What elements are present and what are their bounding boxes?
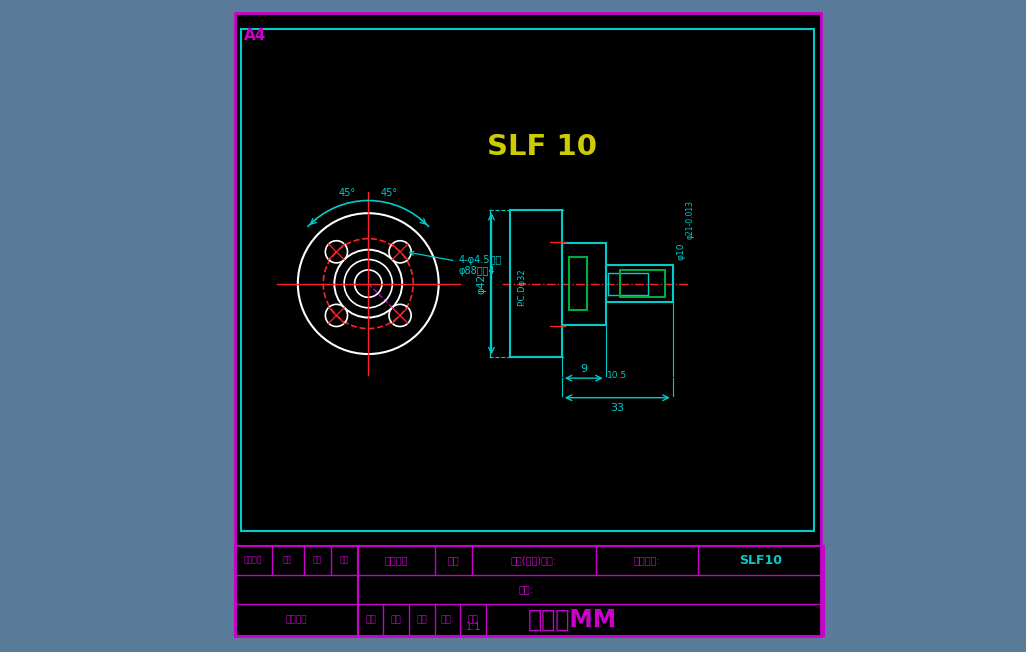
Text: 10.5: 10.5: [607, 371, 627, 380]
Text: P.C.Dφ32: P.C.Dφ32: [517, 268, 526, 306]
Text: 45°: 45°: [339, 188, 356, 198]
Text: SLF 10: SLF 10: [487, 133, 597, 160]
Bar: [562, 243, 605, 325]
Bar: [569, 257, 587, 310]
Text: 设计: 设计: [391, 615, 401, 625]
Text: 日期: 日期: [313, 556, 322, 565]
Bar: [510, 210, 562, 357]
Text: 签名: 签名: [340, 556, 349, 565]
Bar: [620, 270, 665, 297]
Text: 45°: 45°: [381, 188, 398, 198]
Text: 1:1: 1:1: [466, 622, 481, 632]
Text: φ10: φ10: [677, 243, 685, 260]
Bar: [608, 273, 648, 295]
Text: 次数: 次数: [283, 556, 292, 565]
Text: 9: 9: [580, 364, 587, 374]
Text: 4-φ4.5均布
φ88均布4: 4-φ4.5均布 φ88均布4: [409, 251, 502, 276]
Text: 规范.: 规范.: [441, 615, 455, 625]
Text: φ21-0.013: φ21-0.013: [685, 200, 695, 239]
Text: 单位：MM: 单位：MM: [527, 608, 617, 632]
Text: 数量(单台)型号:: 数量(单台)型号:: [511, 555, 557, 565]
Text: 审核: 审核: [417, 615, 427, 625]
Text: 材料:: 材料:: [518, 584, 534, 595]
Bar: [241, 29, 814, 531]
Text: 绘图: 绘图: [365, 615, 376, 625]
Text: 更改标记: 更改标记: [244, 556, 263, 565]
Text: 客户确认: 客户确认: [285, 615, 307, 625]
Bar: [235, 546, 358, 636]
Bar: [605, 265, 673, 302]
Text: 日期: 日期: [447, 555, 460, 565]
Text: 33: 33: [610, 403, 624, 413]
Text: SLF10: SLF10: [740, 554, 783, 567]
Text: 比例: 比例: [468, 615, 478, 625]
Text: φ42: φ42: [476, 274, 486, 293]
Bar: [358, 546, 824, 636]
Text: 存档图号:: 存档图号:: [633, 555, 660, 565]
Text: A4: A4: [244, 28, 267, 44]
Text: 客户名称: 客户名称: [385, 555, 408, 565]
